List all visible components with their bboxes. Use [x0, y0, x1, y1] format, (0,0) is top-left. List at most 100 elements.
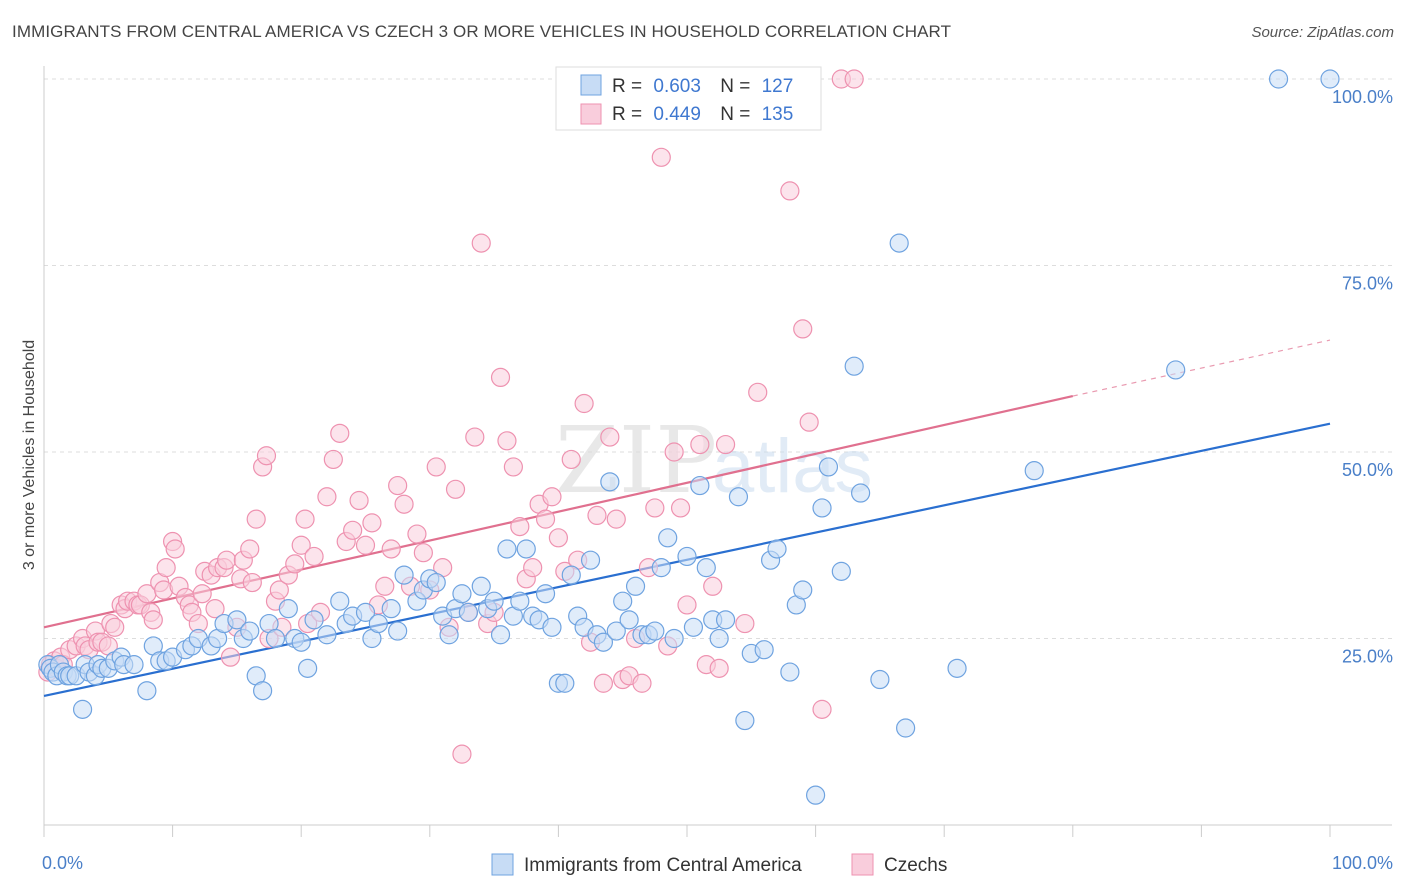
data-point	[192, 584, 212, 604]
y-tick-label: 75.0%	[1342, 274, 1393, 294]
data-point	[295, 509, 315, 529]
data-point	[947, 658, 967, 678]
data-point	[426, 457, 446, 477]
data-point	[728, 487, 749, 507]
data-point	[548, 528, 569, 548]
tick-labels: 25.0% 50.0% 75.0% 100.0% 0.0% 100.0%	[42, 87, 1393, 873]
data-point	[844, 356, 864, 376]
data-point	[715, 434, 736, 455]
data-point	[381, 539, 401, 559]
data-point	[217, 550, 237, 570]
legend-r-label: R =	[612, 104, 642, 125]
data-point	[606, 621, 626, 641]
czechs-points	[38, 69, 864, 764]
data-point	[754, 640, 774, 660]
data-point	[1024, 461, 1044, 481]
data-point	[851, 483, 871, 503]
data-point	[735, 710, 755, 731]
data-point	[664, 442, 684, 462]
data-point	[683, 617, 704, 637]
data-point	[593, 673, 614, 693]
data-point	[799, 412, 819, 432]
legend-r-value: 0.603	[653, 76, 701, 97]
data-point	[896, 718, 916, 738]
data-point	[574, 393, 594, 414]
data-point	[606, 509, 626, 529]
data-point	[343, 520, 363, 540]
data-point	[246, 509, 266, 529]
data-point	[323, 449, 343, 470]
data-point	[523, 558, 543, 578]
data-point	[535, 584, 556, 604]
data-point	[220, 647, 241, 667]
data-point	[388, 621, 408, 641]
data-point	[889, 233, 909, 253]
source-label: Source: ZipAtlas.com	[1251, 24, 1394, 41]
data-point	[510, 591, 530, 611]
data-point	[426, 572, 446, 593]
data-point	[124, 655, 144, 675]
data-point	[658, 528, 678, 548]
data-point	[72, 699, 93, 719]
data-point	[561, 565, 581, 585]
data-point	[471, 576, 491, 596]
legend-swatch-pink	[580, 103, 602, 125]
data-point	[793, 580, 813, 600]
data-point	[715, 610, 736, 630]
data-point	[831, 561, 851, 581]
data-point	[555, 673, 575, 693]
data-point	[600, 472, 620, 492]
data-point	[291, 535, 311, 555]
data-point	[613, 591, 633, 611]
data-point	[317, 487, 337, 507]
data-point	[870, 669, 890, 690]
data-point	[793, 319, 813, 339]
data-point	[593, 632, 614, 652]
data-point	[439, 625, 459, 645]
data-point	[407, 524, 427, 544]
data-point	[542, 487, 562, 507]
series-legend-label-pink: Czechs	[884, 855, 947, 876]
data-point	[445, 479, 466, 499]
chart-title: IMMIGRANTS FROM CENTRAL AMERICA VS CZECH…	[12, 22, 952, 41]
watermark-zip: ZIP	[555, 407, 717, 514]
data-point	[471, 233, 491, 253]
data-point	[645, 621, 665, 641]
data-point	[632, 673, 652, 693]
data-point	[413, 543, 433, 563]
data-point	[709, 628, 729, 649]
data-point	[767, 539, 787, 559]
data-point	[137, 681, 157, 701]
data-point	[703, 576, 723, 596]
data-point	[1166, 360, 1186, 380]
data-point	[805, 785, 826, 805]
series-legend-label-blue: Immigrants from Central America	[524, 855, 802, 876]
svg-text:R = 0.449 N =: R = 0.449 N = 135	[612, 104, 793, 125]
data-point	[651, 147, 671, 167]
data-point	[690, 434, 710, 455]
data-point	[278, 599, 298, 619]
data-point	[143, 610, 163, 630]
stats-legend: R = 0.603 N = 127 R = 0.449 N = 135	[555, 66, 822, 131]
data-point	[535, 509, 556, 529]
data-point	[205, 599, 225, 619]
data-point	[709, 658, 729, 678]
legend-n-value: 135	[762, 104, 794, 125]
data-point	[265, 628, 286, 649]
legend-n-value: 127	[762, 76, 794, 97]
axes	[43, 66, 1392, 837]
series-legend-swatch-blue	[491, 853, 514, 876]
data-point	[253, 681, 273, 701]
data-point	[242, 572, 262, 593]
data-point	[677, 546, 697, 567]
central-america-points	[38, 69, 1340, 805]
data-point	[484, 591, 504, 611]
data-point	[645, 498, 665, 518]
data-point	[490, 625, 511, 645]
data-point	[355, 602, 376, 622]
data-point	[844, 69, 864, 89]
series-legend: Immigrants from Central America Czechs	[491, 853, 947, 876]
data-point	[490, 367, 511, 387]
data-point	[561, 449, 581, 470]
data-point	[818, 457, 839, 477]
